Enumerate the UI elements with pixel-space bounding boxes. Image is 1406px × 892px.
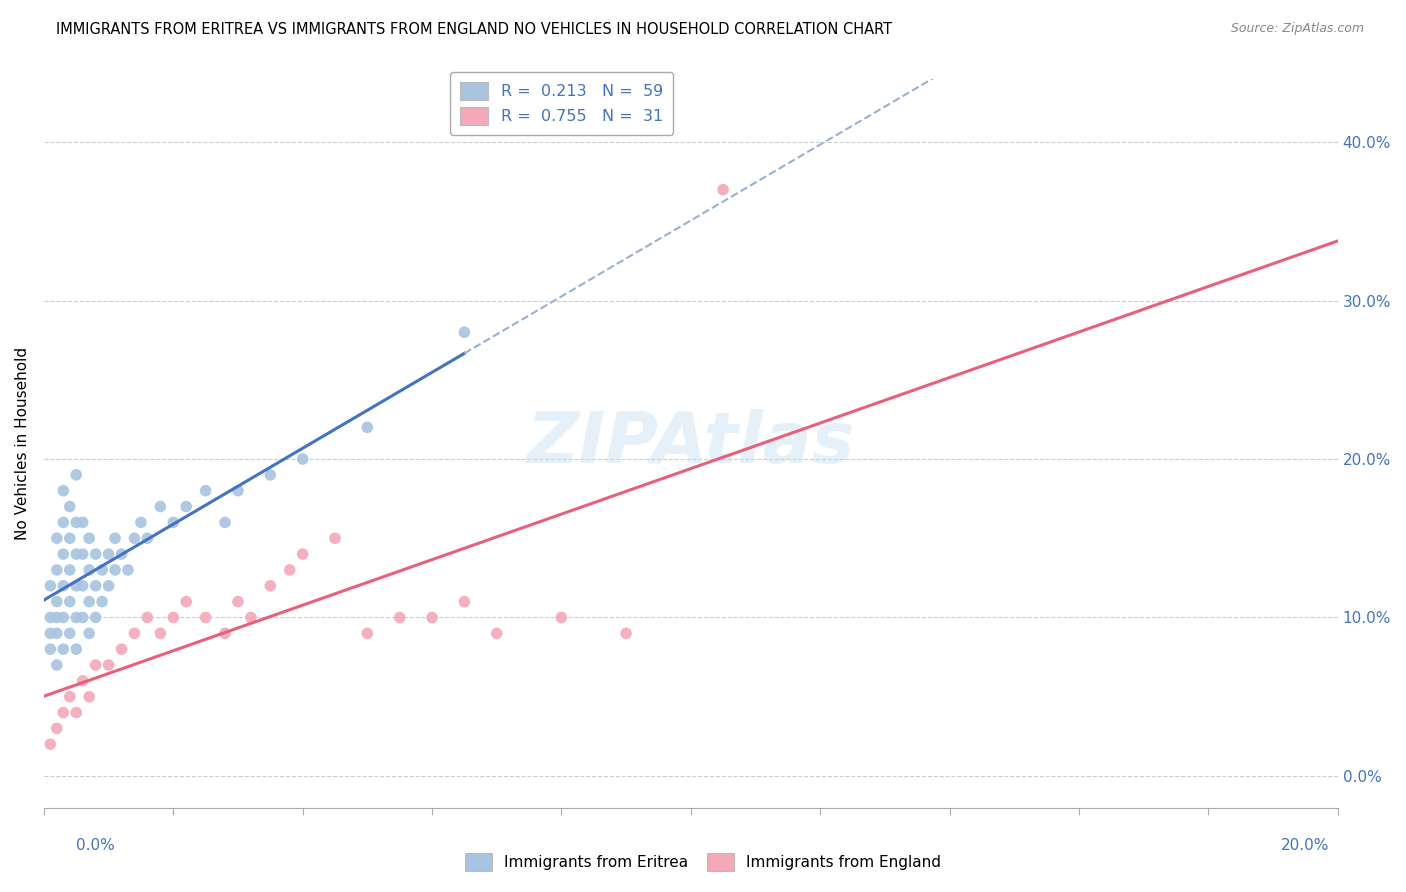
Point bbox=[45, 658, 67, 673]
Point bbox=[72, 673, 94, 688]
Point bbox=[104, 531, 127, 545]
Point bbox=[117, 563, 139, 577]
Point bbox=[59, 563, 82, 577]
Point bbox=[72, 610, 94, 624]
Text: 0.0%: 0.0% bbox=[76, 838, 115, 853]
Point bbox=[388, 610, 411, 624]
Point bbox=[52, 642, 75, 657]
Point bbox=[97, 579, 120, 593]
Point bbox=[323, 531, 346, 545]
Point bbox=[614, 626, 637, 640]
Point bbox=[291, 452, 314, 467]
Point bbox=[97, 547, 120, 561]
Point bbox=[149, 500, 172, 514]
Point bbox=[485, 626, 508, 640]
Point bbox=[72, 579, 94, 593]
Point bbox=[129, 516, 152, 530]
Point bbox=[65, 610, 87, 624]
Point bbox=[278, 563, 301, 577]
Point bbox=[110, 642, 132, 657]
Point bbox=[91, 563, 114, 577]
Point bbox=[84, 610, 107, 624]
Point bbox=[59, 690, 82, 704]
Point bbox=[77, 626, 100, 640]
Point bbox=[194, 610, 217, 624]
Point bbox=[84, 658, 107, 673]
Text: 20.0%: 20.0% bbox=[1281, 838, 1329, 853]
Point bbox=[226, 483, 249, 498]
Point bbox=[52, 706, 75, 720]
Y-axis label: No Vehicles in Household: No Vehicles in Household bbox=[15, 347, 30, 540]
Point bbox=[39, 579, 62, 593]
Point bbox=[214, 626, 236, 640]
Point bbox=[77, 690, 100, 704]
Point bbox=[65, 516, 87, 530]
Point bbox=[52, 516, 75, 530]
Point bbox=[356, 626, 378, 640]
Point bbox=[52, 610, 75, 624]
Legend: Immigrants from Eritrea, Immigrants from England: Immigrants from Eritrea, Immigrants from… bbox=[458, 847, 948, 877]
Point bbox=[174, 594, 197, 608]
Point bbox=[162, 610, 184, 624]
Point bbox=[259, 467, 281, 482]
Point bbox=[52, 547, 75, 561]
Point bbox=[65, 579, 87, 593]
Point bbox=[59, 626, 82, 640]
Point bbox=[91, 594, 114, 608]
Point bbox=[84, 579, 107, 593]
Point bbox=[52, 579, 75, 593]
Point bbox=[77, 563, 100, 577]
Point bbox=[291, 547, 314, 561]
Point bbox=[52, 483, 75, 498]
Legend: R =  0.213   N =  59, R =  0.755   N =  31: R = 0.213 N = 59, R = 0.755 N = 31 bbox=[450, 72, 673, 135]
Point bbox=[59, 500, 82, 514]
Point bbox=[45, 594, 67, 608]
Point bbox=[65, 467, 87, 482]
Point bbox=[162, 516, 184, 530]
Point bbox=[65, 642, 87, 657]
Point bbox=[39, 610, 62, 624]
Point bbox=[194, 483, 217, 498]
Point bbox=[110, 547, 132, 561]
Point bbox=[65, 547, 87, 561]
Point bbox=[45, 531, 67, 545]
Point bbox=[39, 626, 62, 640]
Point bbox=[65, 706, 87, 720]
Point bbox=[59, 594, 82, 608]
Point bbox=[136, 610, 159, 624]
Point bbox=[59, 531, 82, 545]
Point bbox=[124, 531, 146, 545]
Point bbox=[174, 500, 197, 514]
Point bbox=[226, 594, 249, 608]
Point bbox=[45, 722, 67, 736]
Point bbox=[453, 325, 475, 339]
Text: ZIPAtlas: ZIPAtlas bbox=[526, 409, 855, 478]
Point bbox=[453, 594, 475, 608]
Point bbox=[104, 563, 127, 577]
Point bbox=[39, 737, 62, 751]
Point bbox=[97, 658, 120, 673]
Point bbox=[72, 516, 94, 530]
Text: Source: ZipAtlas.com: Source: ZipAtlas.com bbox=[1230, 22, 1364, 36]
Point bbox=[550, 610, 572, 624]
Point bbox=[77, 531, 100, 545]
Point bbox=[84, 547, 107, 561]
Point bbox=[45, 626, 67, 640]
Text: IMMIGRANTS FROM ERITREA VS IMMIGRANTS FROM ENGLAND NO VEHICLES IN HOUSEHOLD CORR: IMMIGRANTS FROM ERITREA VS IMMIGRANTS FR… bbox=[56, 22, 893, 37]
Point bbox=[39, 642, 62, 657]
Point bbox=[72, 547, 94, 561]
Point bbox=[356, 420, 378, 434]
Point bbox=[124, 626, 146, 640]
Point bbox=[239, 610, 262, 624]
Point bbox=[45, 610, 67, 624]
Point bbox=[259, 579, 281, 593]
Point bbox=[45, 563, 67, 577]
Point bbox=[420, 610, 443, 624]
Point bbox=[149, 626, 172, 640]
Point bbox=[214, 516, 236, 530]
Point bbox=[136, 531, 159, 545]
Point bbox=[77, 594, 100, 608]
Point bbox=[711, 183, 734, 197]
